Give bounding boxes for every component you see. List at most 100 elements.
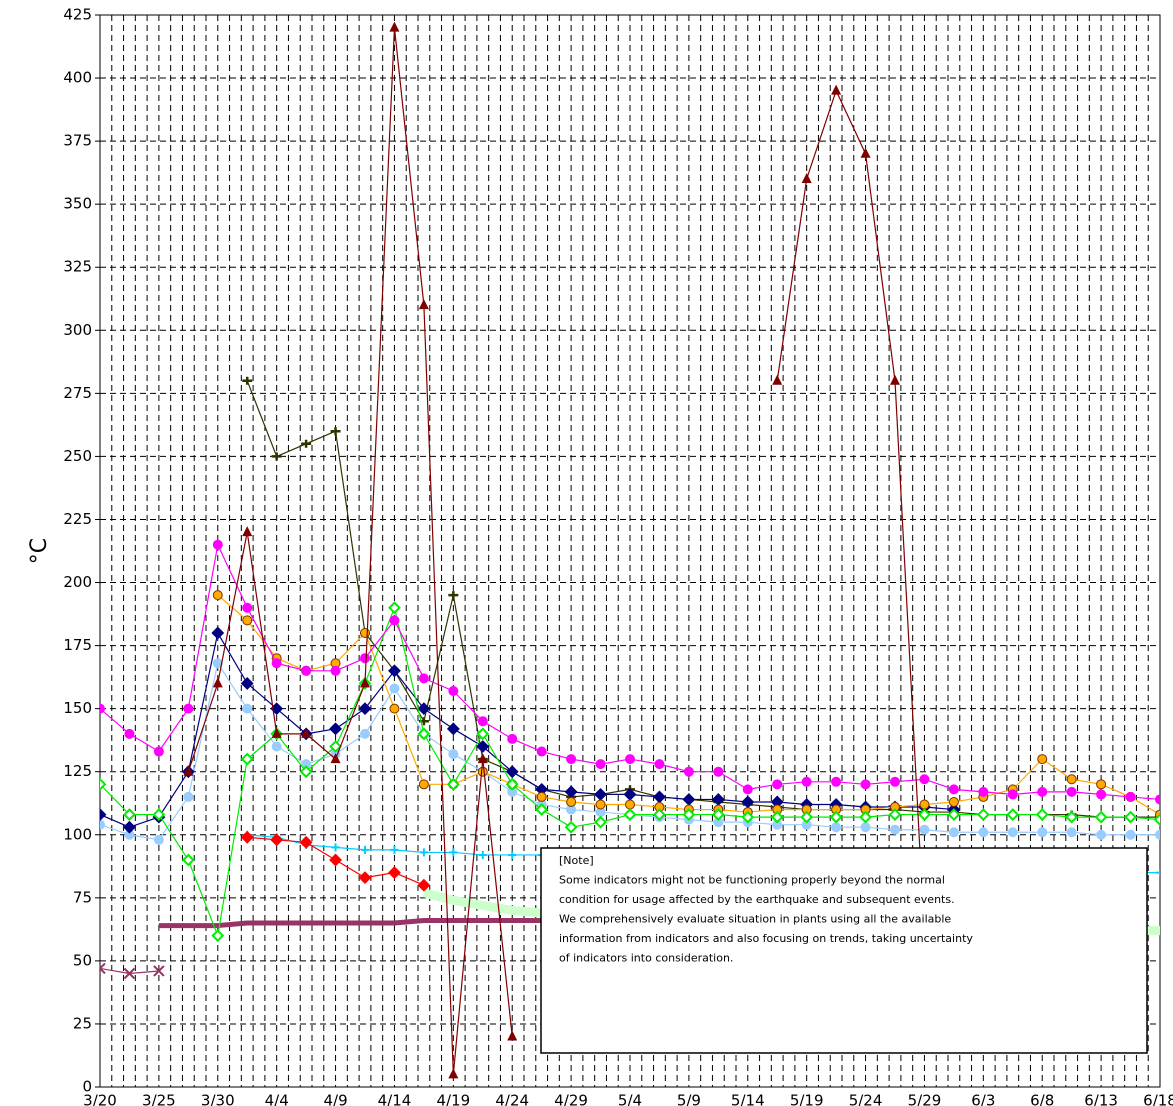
marker: [388, 866, 401, 880]
marker: [1096, 829, 1107, 840]
marker: [478, 850, 487, 859]
marker: [976, 808, 990, 822]
marker: [860, 779, 871, 790]
marker: [330, 427, 341, 436]
marker: [860, 822, 871, 833]
marker: [448, 1068, 459, 1079]
marker: [829, 810, 843, 824]
note-box: [540, 847, 1148, 1054]
marker: [1155, 829, 1160, 840]
marker: [389, 703, 400, 714]
marker: [390, 845, 399, 854]
marker: [153, 965, 165, 977]
marker: [919, 799, 930, 810]
marker: [566, 754, 577, 765]
x-tick-label: 4/29: [554, 1092, 588, 1106]
marker: [331, 843, 340, 852]
marker: [418, 673, 429, 684]
marker: [153, 746, 164, 757]
marker: [595, 759, 606, 770]
x-tick-label: 5/4: [618, 1092, 642, 1106]
marker: [242, 615, 253, 626]
marker: [389, 21, 400, 32]
x-tick-label: 4/9: [323, 1092, 347, 1106]
marker: [1066, 774, 1077, 785]
marker: [271, 658, 282, 669]
marker: [123, 967, 136, 980]
marker: [330, 665, 341, 676]
marker: [1037, 754, 1048, 765]
marker: [212, 677, 223, 688]
x-tick-label: 3/25: [142, 1092, 176, 1106]
marker: [153, 834, 164, 845]
marker: [595, 799, 606, 810]
marker: [448, 749, 459, 760]
x-tick-label: 4/14: [378, 1092, 412, 1106]
marker: [1006, 808, 1020, 822]
marker: [888, 808, 902, 822]
marker: [418, 299, 429, 310]
marker: [536, 791, 547, 802]
marker: [653, 808, 666, 822]
x-tick-label: 5/24: [849, 1092, 883, 1106]
note-line: of indicators into consideration.: [559, 952, 733, 965]
y-axis-label: °C: [27, 538, 52, 564]
marker: [1035, 808, 1049, 822]
marker: [329, 853, 342, 867]
marker: [507, 733, 518, 744]
marker: [242, 376, 253, 385]
x-tick-label: 6/3: [971, 1092, 995, 1106]
x-tick-label: 4/4: [265, 1092, 289, 1106]
marker: [683, 766, 694, 777]
note: [Note] Some indicators might not be funct…: [559, 854, 973, 965]
marker: [271, 741, 282, 752]
marker: [564, 820, 578, 834]
marker: [1125, 791, 1136, 802]
marker: [123, 808, 136, 822]
marker: [1066, 786, 1077, 797]
marker: [625, 799, 635, 810]
y-tick-label: 300: [63, 321, 92, 339]
marker: [329, 740, 342, 753]
marker: [948, 796, 959, 807]
note-line: [Note]: [559, 854, 594, 867]
marker: [1124, 810, 1137, 824]
marker: [859, 810, 872, 824]
marker: [594, 787, 607, 801]
marker: [860, 147, 871, 158]
marker: [919, 824, 930, 835]
marker: [1007, 827, 1018, 838]
marker: [831, 822, 842, 833]
x-tick-label: 3/20: [83, 1092, 117, 1106]
x-tick-label: 6/8: [1030, 1092, 1054, 1106]
marker: [742, 784, 753, 795]
marker: [100, 777, 107, 791]
marker: [1096, 779, 1107, 790]
marker: [713, 766, 724, 777]
marker: [100, 819, 105, 830]
x-tick-label: 3/30: [201, 1092, 235, 1106]
y-tick-label: 225: [63, 510, 92, 528]
marker: [270, 833, 284, 847]
marker: [212, 590, 223, 601]
marker: [389, 683, 400, 694]
marker: [507, 1030, 518, 1041]
marker: [508, 850, 517, 859]
marker: [329, 722, 342, 736]
marker: [100, 962, 106, 975]
marker: [772, 374, 783, 385]
marker: [242, 703, 253, 714]
marker: [476, 740, 490, 753]
x-tick-label: 5/19: [790, 1092, 824, 1106]
note-line: Some indicators might not be functioning…: [559, 874, 945, 887]
marker: [211, 929, 225, 943]
marker: [1065, 810, 1079, 824]
y-tick-label: 175: [63, 636, 92, 654]
marker: [211, 626, 225, 640]
marker: [476, 727, 490, 741]
y-tick-label: 375: [63, 132, 92, 150]
marker: [978, 827, 989, 838]
marker: [123, 820, 136, 834]
x-tick-label: 4/24: [495, 1092, 529, 1106]
